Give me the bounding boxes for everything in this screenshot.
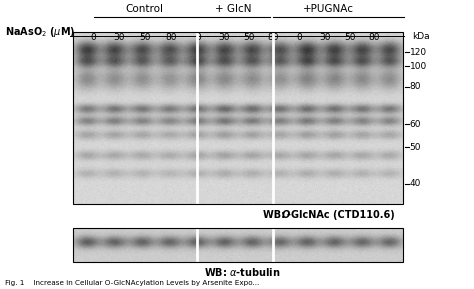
Text: 100: 100 [410,62,427,71]
Text: Fig. 1    Increase in Cellular O-GlcNAcylation Levels by Arsenite Expo...: Fig. 1 Increase in Cellular O-GlcNAcylat… [5,280,259,286]
Text: NaAsO$_2$ ($\mu$M): NaAsO$_2$ ($\mu$M) [5,25,75,39]
Text: + GlcN: + GlcN [215,4,252,14]
Text: 60: 60 [410,120,421,129]
Text: 30: 30 [319,33,331,42]
Text: kDa: kDa [412,32,430,41]
Text: 40: 40 [410,179,421,188]
Text: O: O [282,210,290,220]
Text: 80: 80 [369,33,380,42]
Text: +PUGNAc: +PUGNAc [302,4,354,14]
Text: 30: 30 [114,33,125,42]
Bar [73,228,403,262]
Text: 80: 80 [410,82,421,91]
Bar [73,32,403,204]
Text: 0: 0 [196,33,201,42]
Text: 50: 50 [243,33,255,42]
Text: 80: 80 [267,33,279,42]
Text: 50: 50 [344,33,356,42]
Text: 50: 50 [410,143,421,152]
Text: Control: Control [126,4,164,14]
Text: 0: 0 [297,33,302,42]
Text: 30: 30 [219,33,230,42]
Text: 80: 80 [165,33,176,42]
Text: 50: 50 [139,33,151,42]
Text: 0: 0 [90,33,96,42]
Text: WB:: WB: [263,210,289,220]
Text: WB: $\alpha$-tubulin: WB: $\alpha$-tubulin [204,266,280,278]
Text: 120: 120 [410,47,427,57]
Text: -GlcNAc (CTD110.6): -GlcNAc (CTD110.6) [287,210,394,220]
